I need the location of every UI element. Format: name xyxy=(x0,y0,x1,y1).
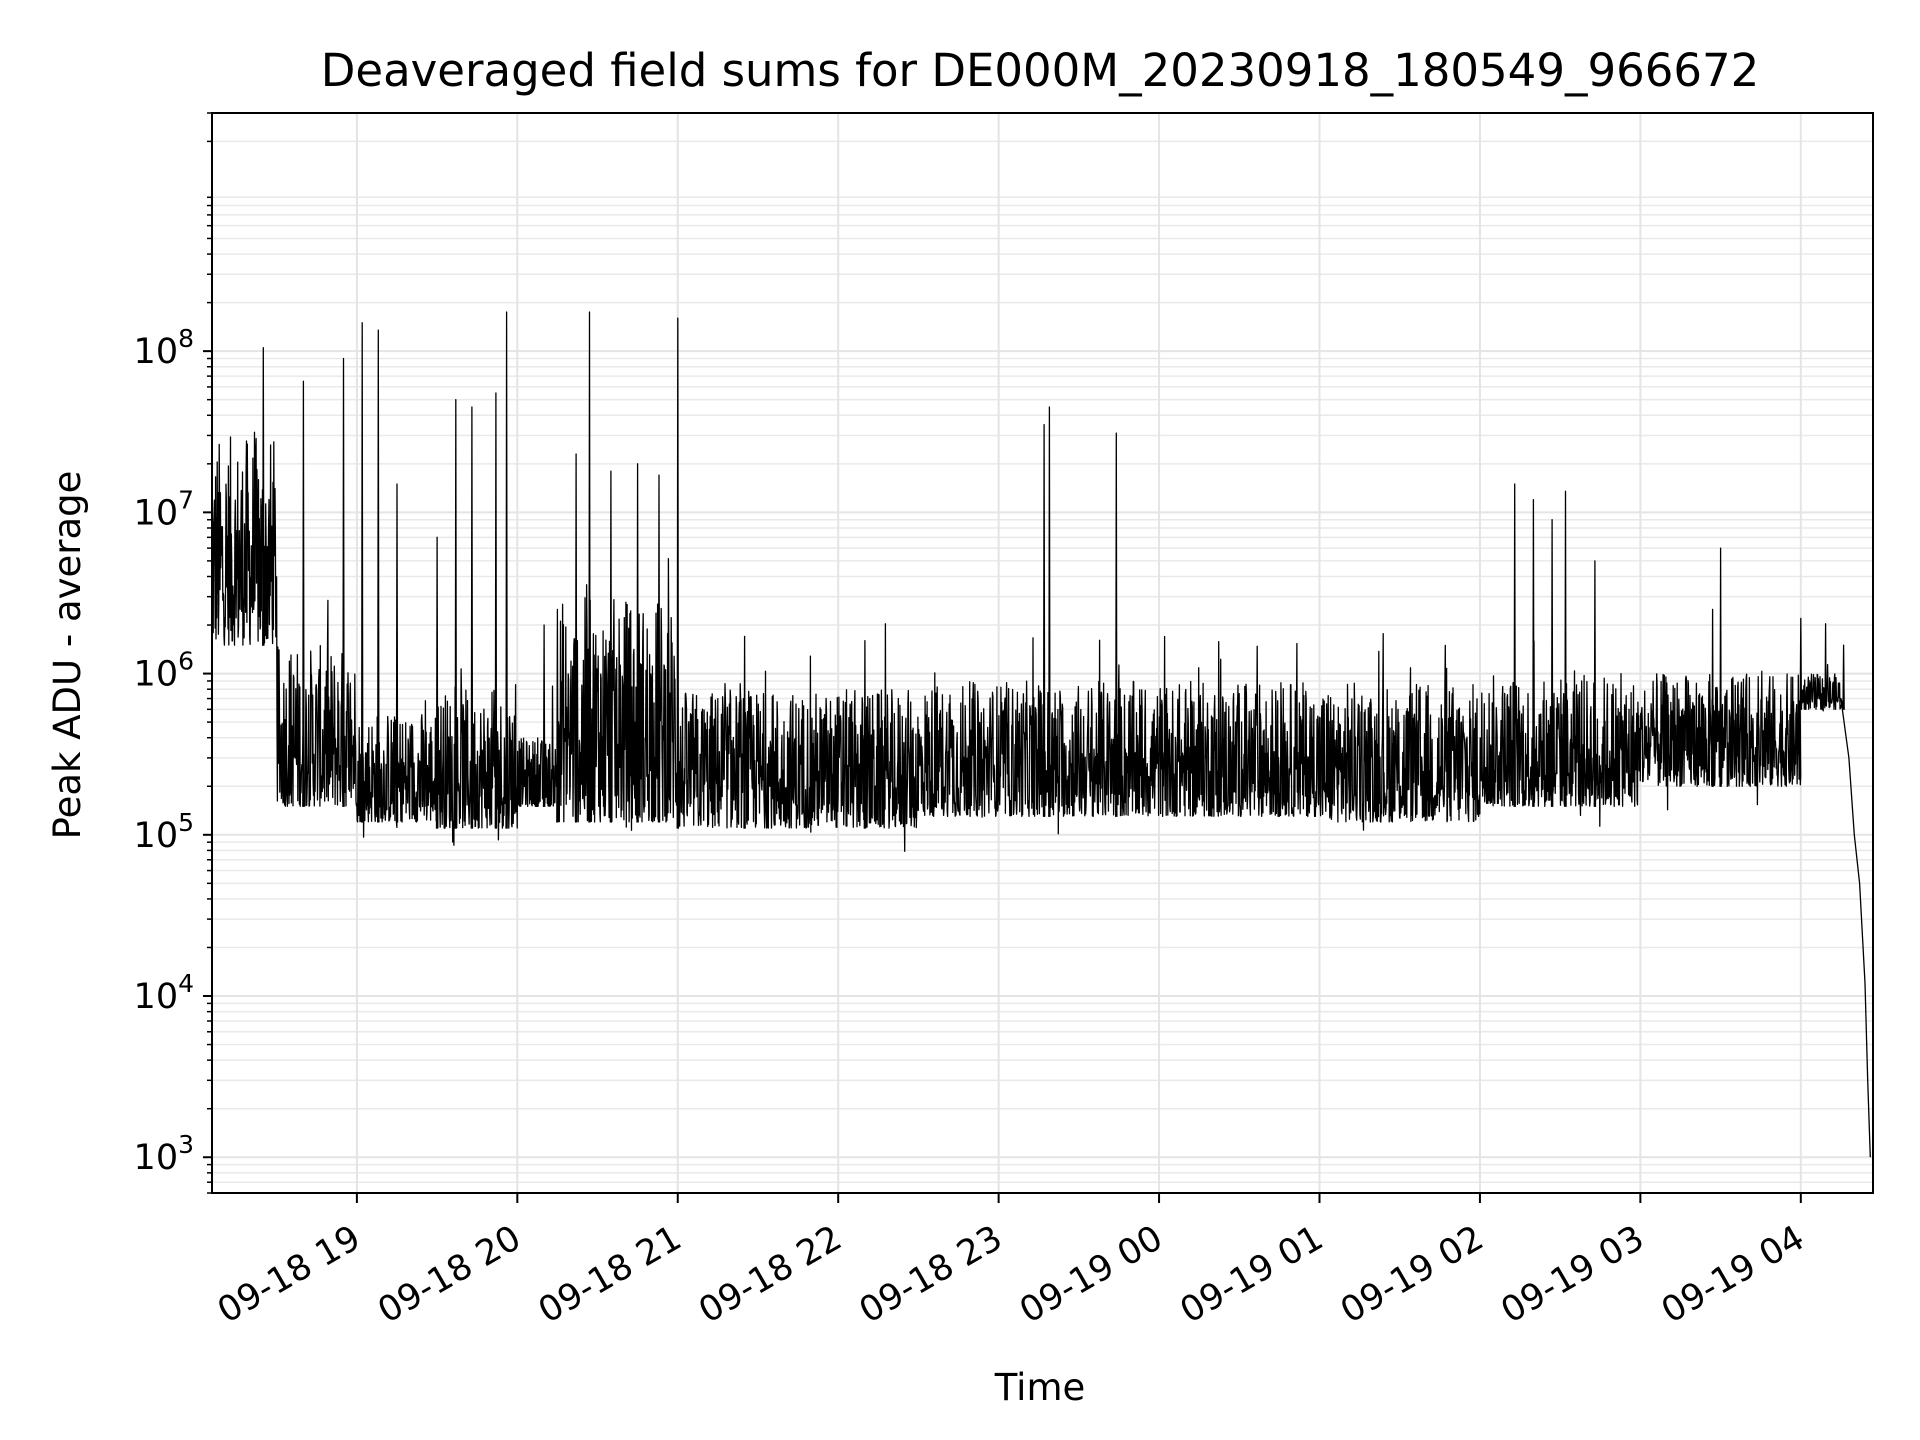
grid xyxy=(212,112,1873,1194)
y-tick-label: 106 xyxy=(134,647,194,695)
series-layer xyxy=(211,311,1871,1158)
y-tick-label: 107 xyxy=(134,485,194,533)
chart-title: Deaveraged field sums for DE000M_2023091… xyxy=(321,44,1759,97)
y-axis: 103 104 105 106 107 108 xyxy=(134,112,212,1194)
x-axis-label: Time xyxy=(994,1366,1086,1409)
y-tick-label: 108 xyxy=(134,324,194,372)
plot-frame xyxy=(211,112,1874,1194)
series-line xyxy=(211,311,1871,1158)
y-tick-label: 105 xyxy=(134,808,194,856)
y-tick-label: 103 xyxy=(134,1130,194,1178)
y-axis-label: Peak ADU - average xyxy=(46,471,89,840)
y-tick-label: 104 xyxy=(134,969,194,1017)
